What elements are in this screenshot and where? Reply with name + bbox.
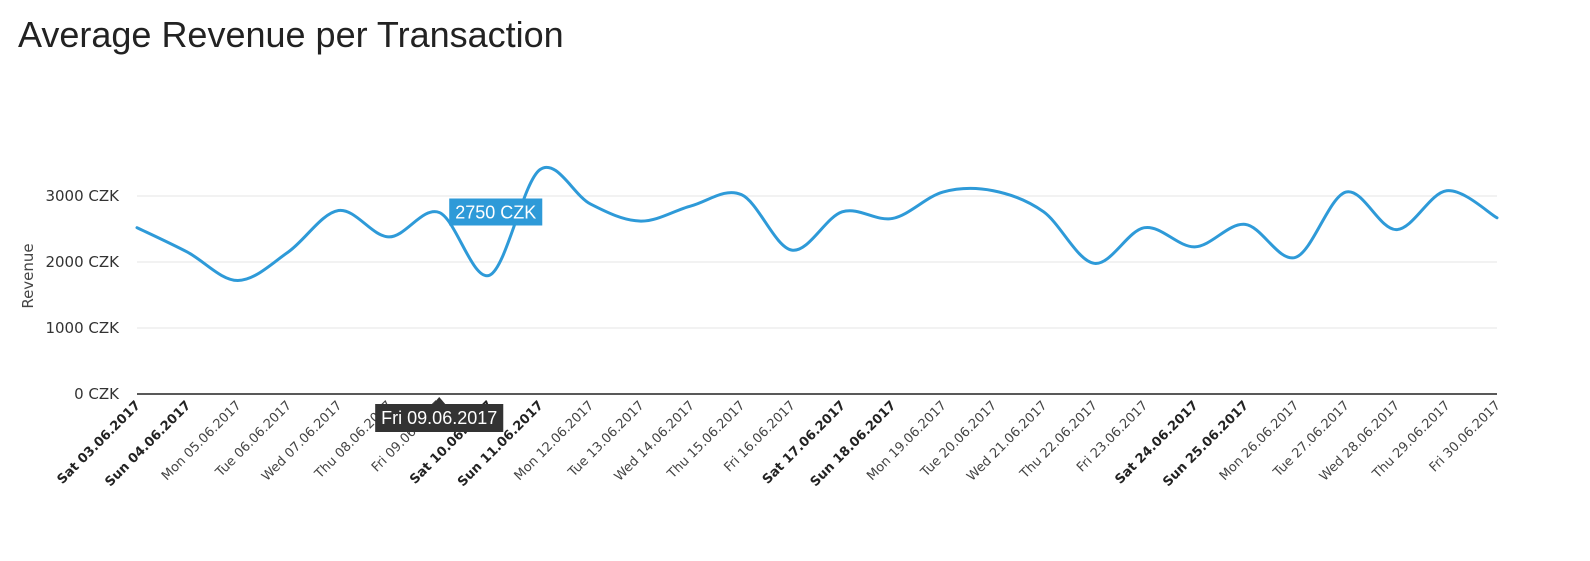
tooltip-date-box [375,404,504,432]
tooltip-date-caret [433,397,446,404]
y-tick-label: 3000 CZK [45,187,120,205]
tooltip-value-box [449,198,543,226]
tooltip-date: Fri 09.06.2017 [381,408,497,428]
y-tick-label: 0 CZK [74,385,120,403]
tooltip-value: 2750 CZK [455,203,536,223]
y-tick-label: 1000 CZK [45,319,120,337]
chart-title: Average Revenue per Transaction [18,14,564,55]
x-tick-label: Sat 03.06.2017 [55,398,144,487]
series-line[interactable] [135,165,1499,282]
y-tick-label: 2000 CZK [45,253,120,271]
x-tick-label: Sun 25.06.2017 [1160,398,1252,490]
y-axis-ticks: 0 CZK 1000 CZK 2000 CZK 3000 CZK [45,187,120,403]
grid-lines [137,195,1497,329]
y-axis-label: Revenue [19,243,37,308]
x-tick-label: Sat 24.06.2017 [1112,398,1201,487]
tooltip: 2750 CZK Fri 09.06.2017 [375,198,543,432]
x-tick-label: Sat 17.06.2017 [760,398,849,487]
x-tick-label: Sun 04.06.2017 [103,398,195,490]
x-tick-label: Sun 18.06.2017 [808,398,900,490]
series-layer [135,165,1499,282]
